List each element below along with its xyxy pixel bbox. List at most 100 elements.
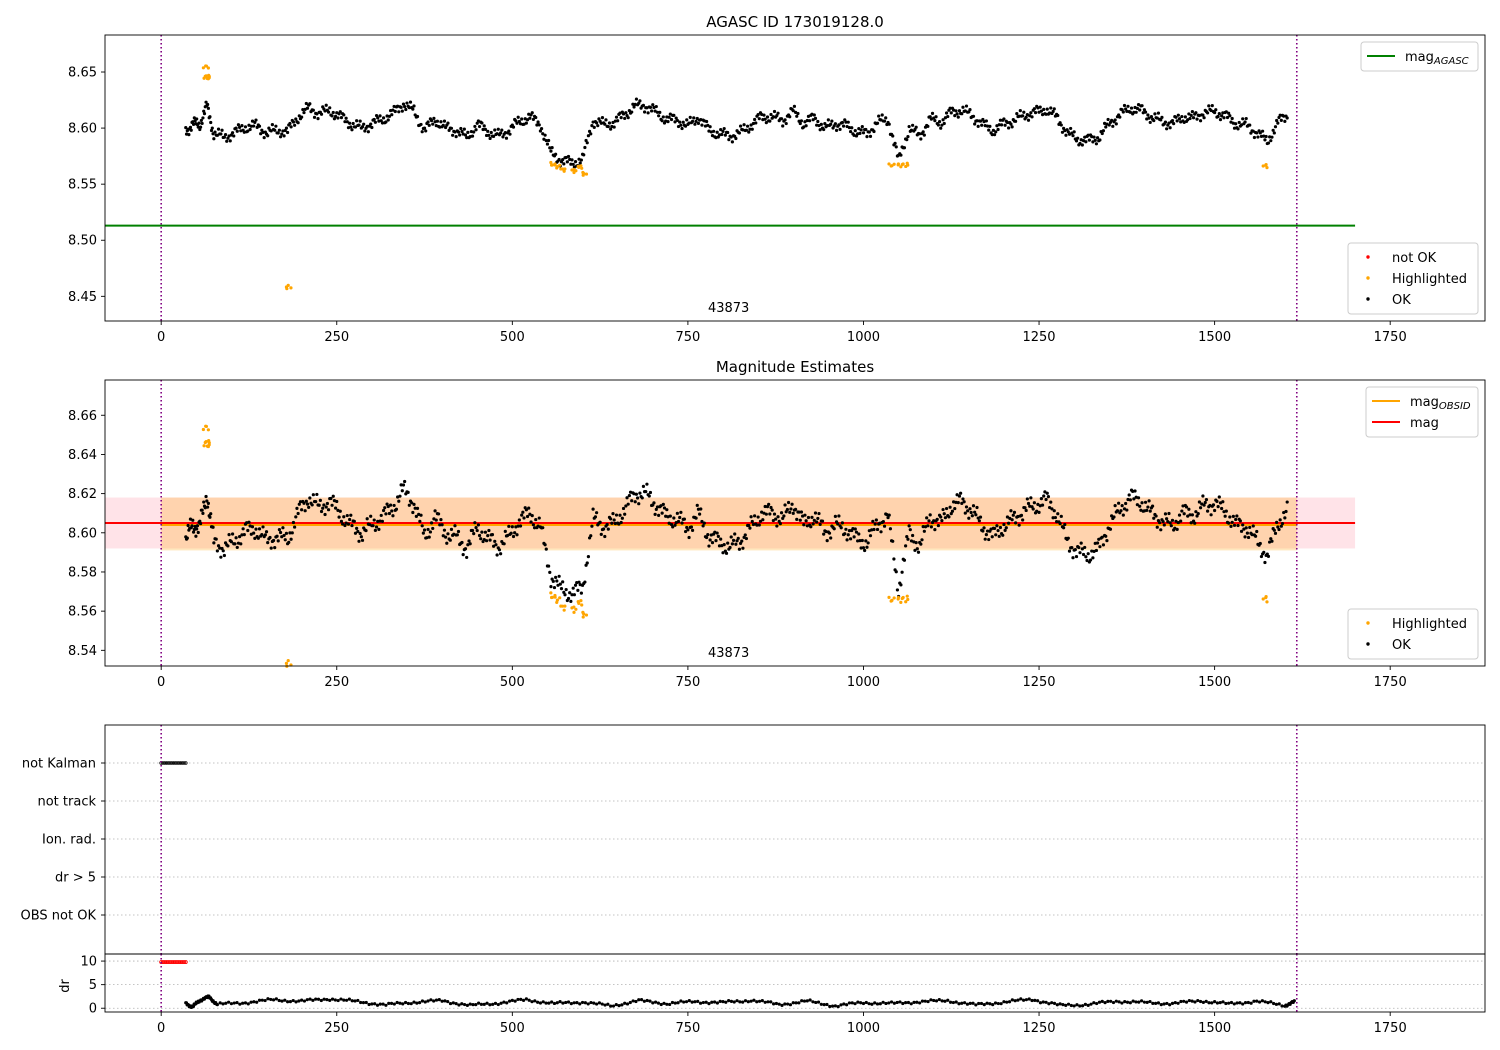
flag-point-3 <box>164 761 169 765</box>
data-point-0-32-7 <box>515 121 519 125</box>
data-point-0-62-2 <box>825 123 829 128</box>
dr-point-30-6 <box>963 1001 967 1005</box>
data-point-1-39-4 <box>585 561 589 565</box>
data-point-1-93-5 <box>1155 525 1159 529</box>
data-point-1-54-4 <box>743 533 747 537</box>
dr-point-25-2 <box>811 1000 815 1004</box>
data-point-1-99-2 <box>1215 499 1219 504</box>
data-point-0-46-1 <box>655 110 660 114</box>
data-point-0-59-1 <box>792 104 797 108</box>
dr-point-27-9 <box>887 1001 891 1005</box>
data-point-1-14-1 <box>318 498 322 502</box>
data-point-0-61-5 <box>818 128 822 132</box>
data-point-0-104-8 <box>1275 118 1279 123</box>
data-point-1-0-2 <box>185 536 189 540</box>
dr-point-5-0 <box>243 1001 248 1005</box>
data-point-1-28-0 <box>465 555 469 560</box>
data-point-1-22-0 <box>401 483 406 487</box>
dr-point-37-4 <box>1154 1001 1158 1005</box>
data-point-1-17-8 <box>358 531 362 536</box>
dr-point-24-7 <box>797 1001 801 1005</box>
flag-point-5 <box>168 761 172 765</box>
dr-point-11-7 <box>432 999 436 1003</box>
dr-point-27-5 <box>875 1002 880 1006</box>
data-point-1-6-5 <box>239 542 243 546</box>
data-point-0-45-5 <box>650 109 654 113</box>
data-point-1-77-4 <box>985 529 990 533</box>
data-point-1-38-2 <box>572 593 576 597</box>
data-point-1-36-0 <box>549 585 553 589</box>
dr-point-35-7 <box>1106 999 1110 1003</box>
data-point-0-36-0 <box>549 149 553 153</box>
data-point-1-56-3 <box>763 504 767 509</box>
data-point-0-5-0 <box>222 135 226 139</box>
data-point-1-67-5 <box>881 519 885 524</box>
dr-point-30-7 <box>965 1002 970 1006</box>
data-point-0-30-1 <box>487 133 491 137</box>
legend-box-0-0 <box>1360 41 1479 72</box>
data-point-0-61-3 <box>816 119 820 124</box>
data-point-1-40-3 <box>595 511 599 515</box>
dr-point-5-3 <box>252 1000 256 1004</box>
data-point-1-57-5 <box>776 515 780 519</box>
data-point-0-71-1 <box>919 137 923 141</box>
data-point-0-17-2 <box>351 121 355 126</box>
data-point-0-1-5 <box>195 117 199 121</box>
dr-point-19-5 <box>651 1001 655 1005</box>
data-point-1-94-8 <box>1169 524 1173 528</box>
dr-point-38-6 <box>1187 998 1191 1003</box>
dr-point-30-1 <box>948 1000 953 1004</box>
data-point-0-42-3 <box>616 119 620 123</box>
data-point-0-94-4 <box>1165 127 1169 131</box>
data-point-1-102-1 <box>1245 531 1249 535</box>
data-point-0-53-5 <box>734 136 738 141</box>
dr-point-15-2 <box>530 1000 534 1004</box>
data-point-0-75-1 <box>961 105 965 109</box>
data-point-0-47-4 <box>669 117 674 122</box>
data-point-1-53-7 <box>736 536 740 540</box>
data-point-1-12-0 <box>296 511 300 516</box>
data-point-1-52-7 <box>726 541 730 545</box>
data-point-0-6-6 <box>240 124 244 128</box>
data-point-0-104-5 <box>1271 128 1275 132</box>
dr-point-38-8 <box>1193 1000 1197 1004</box>
dr-point-32-8 <box>1024 998 1029 1002</box>
data-point-1-55-3 <box>753 514 757 518</box>
plot-frame-1 <box>104 379 1486 667</box>
dr-point-14-9 <box>521 998 526 1002</box>
data-point-1-74-7 <box>957 494 962 498</box>
data-point-1-89-1 <box>1108 527 1113 531</box>
dr-point-20-2 <box>670 1000 675 1005</box>
data-point-0-83-1 <box>1045 107 1049 111</box>
data-point-0-10-3 <box>278 135 283 139</box>
dr-point-34-0 <box>1058 1002 1062 1006</box>
data-point-0-84-1 <box>1056 113 1060 118</box>
dr-point-36-4 <box>1125 1000 1130 1004</box>
data-point-0-16-4 <box>343 120 347 124</box>
data-point-0-40-3 <box>595 121 599 125</box>
data-point-1-2-4 <box>201 511 205 515</box>
flag-point-8 <box>173 761 178 765</box>
data-point-1-2-1 <box>198 521 203 526</box>
dr-point-24-4 <box>788 1003 793 1007</box>
x-tick-label-1-3: 750 <box>675 675 700 690</box>
data-point-0-11-0 <box>285 130 290 135</box>
data-point-1-63-3 <box>837 514 841 518</box>
dr-point-32-7 <box>1021 998 1026 1002</box>
data-point-1-102-6 <box>1251 524 1255 528</box>
data-point-1-88-6 <box>1104 534 1108 538</box>
dr-point-21-6 <box>710 1000 714 1004</box>
data-point-0-92-8 <box>1148 120 1152 125</box>
data-point-0-89-6 <box>1114 122 1118 126</box>
data-point-1-14-3 <box>321 506 325 510</box>
dr-flag-point-8 <box>173 960 178 964</box>
data-point-1-29-8 <box>484 539 489 543</box>
data-point-0-40-4 <box>596 124 600 128</box>
dr-point-40-6 <box>1243 1001 1248 1005</box>
data-point-1-33-3 <box>521 510 525 514</box>
highlight-point-0-12-1 <box>905 161 909 165</box>
data-point-1-96-8 <box>1190 513 1194 517</box>
data-point-1-36-4 <box>554 575 558 580</box>
highlight-point-0-13-1 <box>1261 164 1265 168</box>
highlight-point-1-13-3 <box>1264 596 1268 600</box>
